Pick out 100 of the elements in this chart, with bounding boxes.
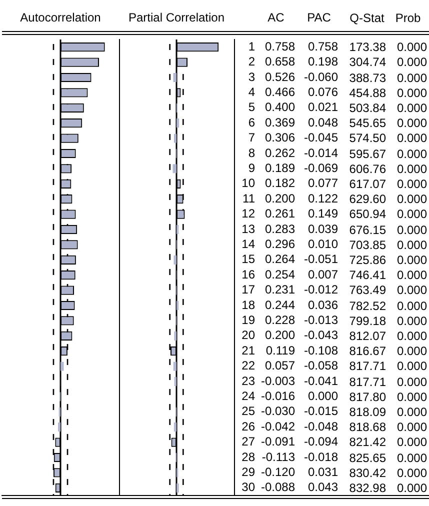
text: 0.000	[396, 298, 427, 312]
data-label: 0.264	[264, 252, 296, 266]
text: 0.000	[396, 359, 427, 374]
chart-title: Autocorrelation	[20, 10, 101, 24]
text: 0.000	[396, 283, 427, 298]
y-tick-label: 6	[248, 115, 256, 130]
text: 799.18	[349, 314, 386, 328]
text: 0.000	[396, 192, 427, 206]
text: 574.50	[349, 131, 386, 146]
data-label: 0.182	[264, 176, 296, 190]
text: 0.000	[396, 100, 427, 115]
text: 0.000	[396, 222, 427, 236]
text: 650.94	[349, 207, 386, 222]
data-label: -0.113	[262, 450, 296, 464]
text: 0.000	[396, 55, 427, 70]
data-label: 0.283	[264, 222, 296, 236]
chart-title: Partial Correlation	[128, 10, 225, 24]
text: 0.000	[396, 404, 427, 419]
text: 782.52	[349, 298, 386, 312]
data-label: 0.228	[264, 313, 296, 328]
y-tick-label: 29	[242, 465, 256, 480]
data-label: 0.200	[264, 191, 296, 206]
data-label: -0.091	[260, 434, 296, 449]
y-tick-label: 22	[242, 358, 256, 373]
y-tick-label: 2	[248, 54, 256, 69]
y-tick-label: 30	[242, 480, 256, 494]
data-label: 0.149	[308, 206, 338, 221]
text: 0.000	[396, 435, 427, 450]
data-label: 0.076	[308, 85, 338, 100]
data-label: -0.014	[304, 146, 338, 160]
data-label: -0.018	[304, 450, 338, 464]
data-label: 0.198	[308, 54, 338, 69]
data-label: -0.003	[260, 374, 296, 388]
data-label: 0.036	[308, 298, 338, 312]
data-label: -0.030	[260, 404, 296, 418]
data-label: 0.262	[264, 146, 296, 160]
text: Q-Stat	[348, 11, 386, 25]
data-label: 0.031	[308, 465, 338, 480]
data-label: 0.043	[308, 480, 338, 494]
data-label: -0.120	[260, 465, 296, 480]
text: 0.000	[396, 480, 427, 495]
y-tick-label: 24	[242, 389, 256, 404]
data-label: 0.021	[308, 100, 338, 114]
data-label: 0.122	[308, 191, 338, 206]
y-tick-label: 23	[242, 374, 256, 388]
text: 0.000	[396, 420, 427, 434]
y-tick-label: 15	[242, 252, 256, 266]
y-tick-label: 25	[242, 404, 256, 418]
y-tick-label: 28	[242, 450, 256, 464]
text: 304.74	[349, 55, 386, 70]
data-label: -0.015	[304, 404, 338, 418]
text: 617.07	[349, 176, 386, 191]
y-tick-label: 13	[242, 222, 256, 236]
y-tick-label: 3	[248, 70, 256, 84]
y-tick-label: 12	[242, 206, 256, 221]
text: 818.68	[349, 420, 386, 434]
data-label: 0.369	[264, 115, 296, 130]
text: 825.65	[349, 450, 386, 464]
y-tick-label: 11	[242, 191, 256, 206]
y-tick-label: 9	[248, 161, 256, 176]
data-label: 0.010	[308, 237, 338, 252]
data-label: -0.048	[304, 419, 338, 434]
data-label: -0.043	[304, 328, 338, 342]
data-label: 0.526	[264, 70, 296, 84]
text: 173.38	[349, 40, 386, 54]
data-label: -0.108	[304, 343, 338, 358]
text: 746.41	[349, 268, 386, 282]
text: 0.000	[396, 328, 427, 343]
text: AC	[268, 10, 285, 24]
text: 454.88	[349, 86, 386, 100]
y-tick-label: 27	[242, 434, 256, 449]
text: 821.42	[349, 435, 386, 450]
y-tick-label: 19	[242, 313, 256, 328]
text: 0.000	[396, 70, 427, 84]
data-label: 0.296	[264, 237, 296, 252]
data-label: 0.007	[308, 267, 338, 282]
text: 676.15	[349, 222, 386, 236]
y-tick-label: 7	[248, 130, 256, 145]
text: 725.86	[349, 252, 386, 267]
data-label: 0.200	[264, 328, 296, 342]
text: 818.09	[349, 404, 386, 419]
text: 0.000	[396, 450, 427, 464]
text: 545.65	[349, 116, 386, 130]
data-label: -0.041	[304, 374, 338, 388]
data-label: -0.060	[304, 70, 338, 84]
text: 817.80	[349, 390, 386, 404]
y-tick-label: 14	[242, 237, 256, 252]
text: 830.42	[349, 466, 386, 480]
data-label: 0.048	[308, 115, 338, 130]
text: 703.85	[349, 238, 386, 252]
data-label: -0.013	[304, 313, 338, 328]
data-label: -0.016	[260, 389, 296, 404]
text: 503.84	[349, 100, 386, 115]
y-tick-label: 21	[242, 343, 256, 358]
y-tick-label: 1	[248, 39, 256, 54]
data-label: 0.758	[308, 39, 338, 54]
data-label: 0.400	[264, 100, 296, 114]
y-tick-label: 5	[248, 100, 256, 114]
data-label: -0.012	[304, 282, 338, 297]
text: 0.000	[396, 252, 427, 267]
